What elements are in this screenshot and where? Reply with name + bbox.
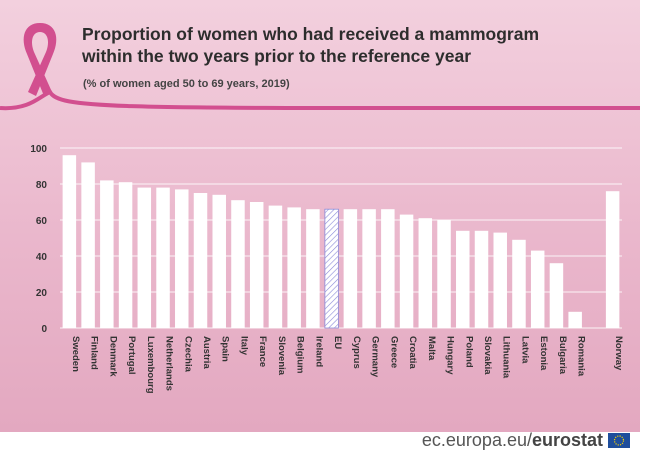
y-tick-label: 100 <box>30 144 47 155</box>
bar <box>568 311 582 328</box>
x-category-label: Austria <box>201 336 212 369</box>
x-category-label: Spain <box>220 336 231 362</box>
bar-chart: 0 20 40 60 80 100 Sweden Finland Denmark Portugal… <box>30 144 624 394</box>
x-category-label: Finland <box>89 336 100 370</box>
x-category-label: Slovakia <box>482 336 493 375</box>
x-category-label: Croatia <box>407 336 418 369</box>
bar <box>437 220 451 328</box>
bar <box>118 182 133 328</box>
footer-credit: ec.europa.eu/ eurostat <box>422 430 630 451</box>
bar <box>343 209 358 328</box>
y-tick-label: 0 <box>41 324 47 335</box>
bar <box>456 230 470 328</box>
x-category-label: Lithuania <box>501 336 512 379</box>
x-category-label: Slovenia <box>276 336 287 376</box>
x-category-label: EU <box>332 336 343 349</box>
chart-title: Proportion of women who had received a m… <box>82 23 552 67</box>
bar <box>231 200 245 328</box>
x-category-label: Italy <box>238 336 249 356</box>
y-tick-label: 60 <box>36 216 48 227</box>
x-category-label: Norway <box>613 336 624 371</box>
bar <box>474 230 489 328</box>
x-category-label: Ireland <box>313 336 324 367</box>
bar <box>493 232 507 328</box>
x-category-label: Belgium <box>295 336 306 373</box>
y-tick-label: 40 <box>36 252 48 263</box>
x-category-label: Malta <box>426 336 437 361</box>
x-category-label: Estonia <box>538 336 549 371</box>
x-category-label: Romania <box>576 336 587 377</box>
footer-brand: eurostat <box>531 430 603 450</box>
x-category-label: Cyprus <box>351 336 362 369</box>
x-category-label: Czechia <box>182 336 193 373</box>
x-category-label: Latvia <box>519 336 530 364</box>
bar <box>605 191 620 328</box>
x-category-label: France <box>257 336 268 367</box>
title-line-1: Proportion of women who had received a m… <box>82 24 540 44</box>
bar <box>193 193 208 328</box>
bar <box>549 263 564 328</box>
x-category-label: Germany <box>370 336 381 378</box>
bar <box>137 187 152 328</box>
y-tick-label: 20 <box>36 288 48 299</box>
bar <box>287 207 301 328</box>
x-category-label: Portugal <box>126 336 137 375</box>
title-line-2: within the two years prior to the refere… <box>82 46 471 66</box>
bar-eu <box>324 208 339 329</box>
bar <box>530 250 545 328</box>
x-category-label: Denmark <box>107 336 118 377</box>
bar <box>81 162 95 328</box>
bar <box>62 155 77 328</box>
footer-domain: ec.europa.eu/ <box>421 430 532 450</box>
x-category-label: Luxembourg <box>145 336 156 394</box>
ribbon-shape <box>23 23 57 96</box>
x-category-label: Bulgaria <box>557 336 568 375</box>
bar <box>156 187 170 328</box>
x-category-label: Netherlands <box>164 336 175 391</box>
x-category-label: Poland <box>463 336 474 368</box>
bar <box>399 214 414 328</box>
awareness-ribbon-icon <box>23 23 57 96</box>
bar <box>212 194 226 328</box>
chart-panel: Proportion of women who had received a m… <box>0 0 640 432</box>
eu-flag-icon <box>608 433 630 448</box>
chart-subtitle: (% of women aged 50 to 69 years, 2019) <box>83 78 290 90</box>
x-category-label: Greece <box>388 336 399 368</box>
x-category-label: Sweden <box>70 336 81 372</box>
bar <box>512 239 526 328</box>
bar <box>418 218 433 328</box>
bar <box>306 209 320 328</box>
bar <box>362 209 376 328</box>
x-category-label: Hungary <box>445 336 456 375</box>
bar <box>249 202 264 328</box>
bar <box>175 189 189 328</box>
bar <box>381 209 395 328</box>
y-tick-label: 80 <box>36 180 48 191</box>
bar <box>100 180 114 328</box>
ribbon-line <box>0 89 640 111</box>
bar <box>268 205 283 328</box>
